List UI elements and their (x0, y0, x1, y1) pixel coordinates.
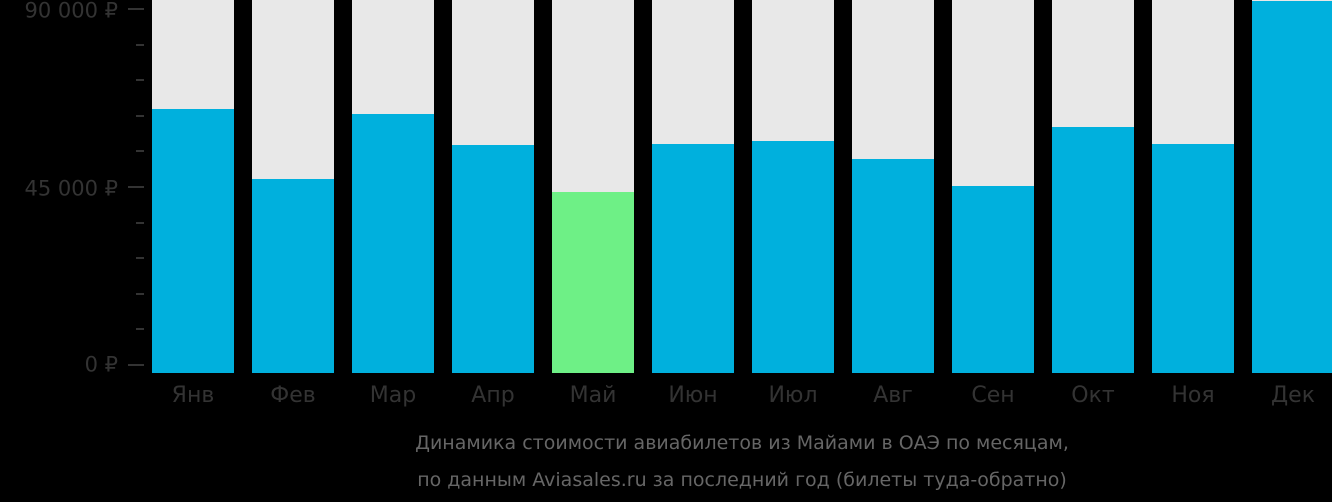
x-axis-label: Ноя (1171, 383, 1215, 408)
x-axis-label: Янв (171, 383, 215, 408)
bar-fill (852, 159, 934, 373)
bar-fill (952, 186, 1034, 373)
bar-6[interactable] (652, 0, 734, 373)
bar-fill (1052, 127, 1134, 373)
y-axis-label-90000: 90 000 ₽ (24, 0, 118, 23)
minor-tick (136, 328, 144, 330)
bar-2[interactable] (252, 0, 334, 373)
bar-fill (152, 109, 234, 373)
minor-tick (136, 257, 144, 259)
bar-10[interactable] (1052, 0, 1134, 373)
bar-fill (752, 141, 834, 373)
y-axis-label-45000: 45 000 ₽ (24, 176, 118, 201)
bar-fill-cheapest (552, 192, 634, 373)
minor-tick (136, 79, 144, 81)
major-tick (128, 8, 144, 10)
y-axis-label-0: 0 ₽ (84, 352, 118, 377)
x-axis-label: Мар (369, 383, 417, 408)
bar-11[interactable] (1152, 0, 1234, 373)
chart-caption-line-2: по данным Aviasales.ru за последний год … (417, 469, 1067, 491)
bar-fill (252, 179, 334, 373)
minor-tick (136, 150, 144, 152)
x-axis-label: Окт (1071, 383, 1115, 408)
bar-5[interactable] (552, 0, 634, 373)
bar-4[interactable] (452, 0, 534, 373)
minor-tick (136, 115, 144, 117)
x-axis-label: Май (569, 383, 617, 408)
major-tick (128, 186, 144, 188)
bar-8[interactable] (852, 0, 934, 373)
bar-9[interactable] (952, 0, 1034, 373)
minor-tick (136, 44, 144, 46)
bar-1[interactable] (152, 0, 234, 373)
bar-fill (1252, 1, 1332, 373)
x-axis-label: Июл (768, 383, 818, 408)
x-axis-label: Апр (471, 383, 515, 408)
bar-7[interactable] (752, 0, 834, 373)
minor-tick (136, 293, 144, 295)
x-axis-label: Фев (270, 383, 316, 408)
bar-fill (1152, 144, 1234, 373)
bar-3[interactable] (352, 0, 434, 373)
bar-fill (352, 114, 434, 373)
bar-12[interactable] (1252, 0, 1332, 373)
major-tick (128, 364, 144, 366)
minor-tick (136, 222, 144, 224)
x-axis-label: Июн (668, 383, 718, 408)
x-axis-label: Авг (873, 383, 913, 408)
x-axis-label: Сен (971, 383, 1015, 408)
chart-caption-line-1: Динамика стоимости авиабилетов из Майами… (415, 432, 1069, 454)
x-axis-label: Дек (1270, 383, 1315, 408)
bar-fill (452, 145, 534, 373)
bar-fill (652, 144, 734, 373)
